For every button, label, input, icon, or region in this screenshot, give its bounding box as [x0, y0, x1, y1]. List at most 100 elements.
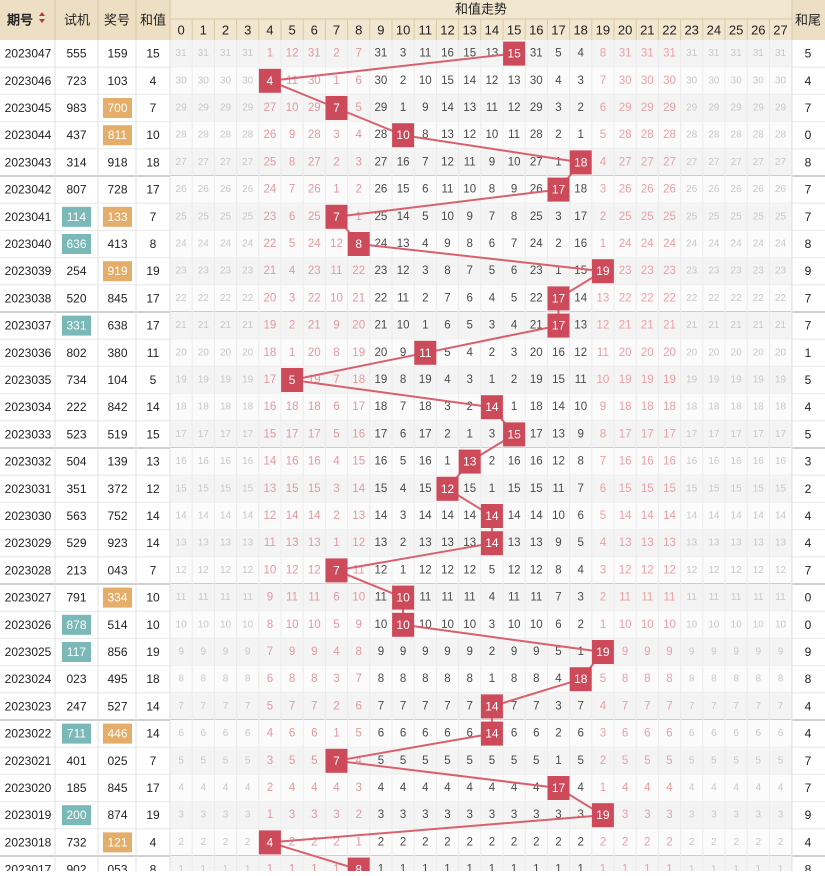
omission-cell: 22 — [753, 293, 765, 304]
omission-cell: 5 — [600, 510, 606, 522]
omission-cell: 17 — [574, 211, 587, 223]
omission-cell: 17 — [530, 428, 543, 440]
column-header-23: 23 — [684, 23, 698, 38]
tail-cell: 4 — [805, 699, 812, 713]
omission-cell: 9 — [600, 401, 606, 413]
tail-cell: 5 — [805, 373, 812, 387]
omission-cell: 12 — [663, 564, 676, 576]
omission-cell: 1 — [555, 156, 561, 168]
omission-cell: 16 — [441, 48, 454, 60]
tail-cell: 4 — [805, 727, 812, 741]
omission-cell: 21 — [375, 320, 388, 332]
omission-cell: 9 — [511, 184, 517, 196]
trial-cell: 902 — [66, 863, 86, 871]
omission-cell: 15 — [641, 483, 654, 495]
omission-cell: 4 — [600, 156, 607, 168]
column-header-0: 0 — [177, 23, 184, 38]
omission-cell: 5 — [223, 755, 229, 766]
omission-cell: 3 — [711, 810, 717, 821]
omission-cell: 1 — [422, 320, 428, 332]
omission-cell: 22 — [242, 293, 254, 304]
prize-cell: 638 — [107, 319, 127, 333]
omission-cell: 25 — [198, 211, 210, 222]
omission-cell: 6 — [245, 728, 251, 739]
omission-cell: 18 — [574, 184, 587, 196]
omission-cell: 6 — [577, 728, 583, 740]
omission-cell: 7 — [355, 48, 361, 60]
omission-cell: 25 — [663, 211, 676, 223]
sum-cell: 15 — [146, 427, 160, 441]
period-cell: 2023040 — [5, 237, 52, 251]
omission-cell: 28 — [198, 130, 210, 141]
omission-cell: 14 — [753, 511, 765, 522]
sum-cell: 7 — [150, 101, 157, 115]
trial-cell: 314 — [66, 155, 86, 169]
sum-cell: 10 — [146, 591, 160, 605]
omission-cell: 2 — [466, 401, 472, 413]
omission-cell: 4 — [400, 483, 407, 495]
sum-marker — [392, 612, 415, 637]
omission-cell: 14 — [375, 510, 388, 522]
omission-cell: 2 — [511, 374, 517, 386]
sum-cell: 7 — [150, 563, 157, 577]
omission-cell: 30 — [375, 75, 388, 87]
omission-cell: 7 — [355, 673, 361, 685]
omission-cell: 18 — [242, 402, 254, 413]
sum-marker-label: 19 — [596, 645, 610, 659]
sum-marker-label: 19 — [596, 264, 610, 278]
omission-cell: 23 — [686, 266, 698, 277]
omission-cell: 8 — [311, 673, 317, 685]
omission-cell: 16 — [708, 456, 720, 467]
tail-cell: 7 — [805, 563, 812, 577]
omission-cell: 2 — [333, 48, 339, 60]
omission-cell: 11 — [664, 592, 676, 604]
omission-cell: 7 — [666, 700, 672, 712]
omission-cell: 1 — [555, 265, 561, 277]
omission-cell: 28 — [686, 130, 698, 141]
omission-cell: 18 — [286, 401, 299, 413]
omission-cell: 1 — [466, 864, 472, 871]
sum-marker — [569, 667, 592, 692]
column-header-17: 17 — [551, 23, 565, 38]
omission-cell: 19 — [731, 375, 743, 386]
omission-cell: 23 — [530, 265, 543, 277]
omission-cell: 30 — [775, 75, 787, 86]
omission-cell: 5 — [289, 755, 295, 767]
omission-cell: 2 — [333, 156, 339, 168]
omission-cell: 27 — [198, 157, 210, 168]
sum-marker — [547, 286, 570, 311]
omission-cell: 19 — [530, 374, 543, 386]
omission-cell: 4 — [333, 456, 340, 468]
column-header-6: 6 — [311, 23, 318, 38]
column-header-26: 26 — [751, 23, 765, 38]
omission-cell: 13 — [508, 537, 521, 549]
omission-cell: 16 — [508, 456, 521, 468]
omission-cell: 5 — [267, 700, 273, 712]
omission-cell: 11 — [464, 592, 476, 604]
omission-cell: 4 — [400, 782, 407, 794]
trial-cell: 222 — [66, 400, 86, 414]
period-cell: 2023025 — [5, 645, 52, 659]
omission-cell: 8 — [600, 428, 606, 440]
prize-cell: 519 — [107, 427, 127, 441]
omission-cell: 2 — [600, 755, 606, 767]
sum-marker-label: 17 — [552, 183, 566, 197]
omission-cell: 10 — [775, 619, 787, 630]
omission-cell: 12 — [419, 564, 432, 576]
omission-cell: 4 — [577, 782, 584, 794]
omission-cell: 21 — [686, 320, 698, 331]
omission-cell: 3 — [511, 347, 517, 359]
omission-cell: 18 — [220, 402, 232, 413]
column-header-12: 12 — [440, 23, 454, 38]
prize-cell: 053 — [107, 863, 127, 871]
sort-arrows-icon[interactable] — [39, 12, 45, 23]
column-header-14: 14 — [485, 23, 499, 38]
omission-cell: 4 — [178, 783, 184, 794]
omission-cell: 11 — [176, 592, 187, 603]
omission-cell: 4 — [711, 783, 717, 794]
omission-cell: 15 — [731, 483, 743, 494]
omission-cell: 11 — [709, 592, 720, 603]
omission-cell: 2 — [577, 619, 583, 631]
column-header-4: 4 — [266, 23, 273, 38]
sum-cell: 17 — [146, 291, 160, 305]
